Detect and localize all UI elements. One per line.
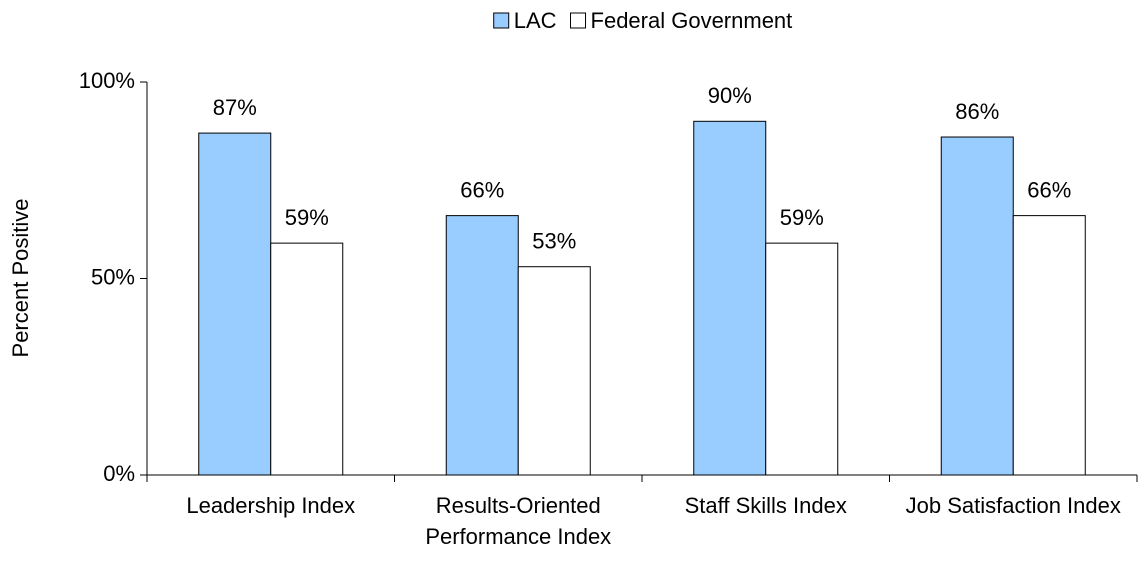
legend-swatch	[570, 12, 587, 29]
x-tick-label: Staff Skills Index	[685, 493, 847, 518]
data-label: 90%	[708, 83, 752, 108]
x-tick-label: Results-Oriented Performance Index	[425, 493, 611, 549]
bar	[270, 242, 344, 476]
data-label: 59%	[285, 205, 329, 230]
x-tick-label: Job Satisfaction Index	[906, 493, 1121, 518]
bar	[198, 132, 272, 476]
x-tick-label: Leadership Index	[186, 493, 355, 518]
legend-label: LAC	[514, 8, 557, 33]
bar	[1012, 215, 1086, 476]
data-label: 66%	[1027, 177, 1071, 202]
data-label: 53%	[532, 229, 576, 254]
bar	[765, 242, 839, 476]
y-tick-label: 100%	[79, 68, 135, 93]
bar	[693, 120, 767, 476]
y-tick-label: 50%	[91, 264, 135, 289]
data-label: 86%	[955, 99, 999, 124]
y-tick-label: 0%	[103, 461, 135, 486]
y-axis-label: Percent Positive	[8, 199, 33, 358]
bar	[517, 266, 591, 476]
legend-label: Federal Government	[591, 8, 793, 33]
data-label: 59%	[780, 205, 824, 230]
bar	[940, 136, 1014, 476]
legend: LAC Federal Government	[493, 8, 793, 33]
bar	[445, 215, 519, 476]
data-label: 87%	[213, 95, 257, 120]
legend-swatch	[493, 12, 510, 29]
data-label: 66%	[460, 177, 504, 202]
